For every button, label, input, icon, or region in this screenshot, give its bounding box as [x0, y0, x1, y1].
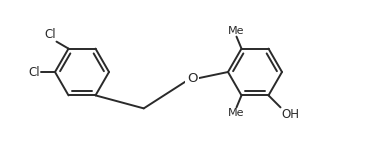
Text: Cl: Cl: [28, 66, 40, 78]
Text: Me: Me: [228, 108, 245, 118]
Text: Cl: Cl: [44, 28, 56, 41]
Text: O: O: [187, 73, 197, 85]
Text: OH: OH: [282, 108, 299, 121]
Text: Me: Me: [228, 26, 245, 36]
